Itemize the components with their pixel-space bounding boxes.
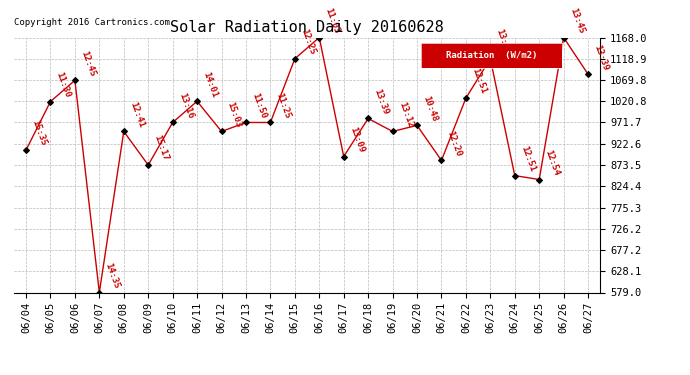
Text: 13:16: 13:16: [177, 92, 195, 120]
Text: 12:54: 12:54: [543, 148, 561, 177]
Point: [240, 120, 251, 126]
Point: [314, 34, 325, 40]
Text: 11:25: 11:25: [275, 92, 292, 120]
Point: [387, 129, 398, 135]
Text: 12:45: 12:45: [79, 49, 97, 78]
Text: 12:41: 12:41: [128, 100, 146, 129]
Text: 12:51: 12:51: [470, 67, 488, 95]
Text: 13:39: 13:39: [373, 87, 390, 116]
Text: 11:03: 11:03: [324, 6, 341, 35]
Text: 13:12: 13:12: [397, 100, 415, 129]
Text: 12:20: 12:20: [446, 129, 463, 158]
Text: 15:17: 15:17: [152, 134, 170, 162]
Text: 10:48: 10:48: [421, 94, 439, 123]
Point: [143, 162, 154, 168]
Point: [216, 129, 227, 135]
Point: [265, 120, 276, 126]
Point: [118, 129, 129, 135]
Text: 12:25: 12:25: [299, 28, 317, 56]
Point: [338, 153, 349, 159]
Text: 13:39: 13:39: [592, 43, 610, 72]
Text: 11:50: 11:50: [250, 92, 268, 120]
Text: 11:30: 11:30: [55, 70, 72, 99]
Point: [192, 98, 203, 104]
Point: [167, 120, 178, 126]
Point: [533, 177, 544, 183]
Point: [411, 122, 422, 128]
Text: 13:09: 13:09: [348, 126, 366, 154]
Text: 12:51: 12:51: [519, 144, 537, 173]
Point: [582, 71, 593, 77]
Point: [45, 99, 56, 105]
Point: [485, 56, 496, 62]
Title: Solar Radiation Daily 20160628: Solar Radiation Daily 20160628: [170, 20, 444, 35]
Text: 15:35: 15:35: [30, 119, 48, 147]
Point: [558, 34, 569, 40]
Point: [70, 77, 81, 83]
Text: 14:35: 14:35: [104, 261, 121, 290]
Point: [363, 116, 374, 122]
Text: 13:45: 13:45: [495, 28, 512, 56]
Point: [460, 95, 471, 101]
Point: [436, 158, 447, 164]
Text: 15:03: 15:03: [226, 100, 244, 129]
Text: 14:01: 14:01: [201, 70, 219, 99]
Text: 13:45: 13:45: [568, 6, 585, 35]
Point: [289, 56, 300, 62]
Point: [509, 172, 520, 178]
Point: [21, 147, 32, 153]
Text: Copyright 2016 Cartronics.com: Copyright 2016 Cartronics.com: [14, 18, 170, 27]
Point: [94, 290, 105, 296]
